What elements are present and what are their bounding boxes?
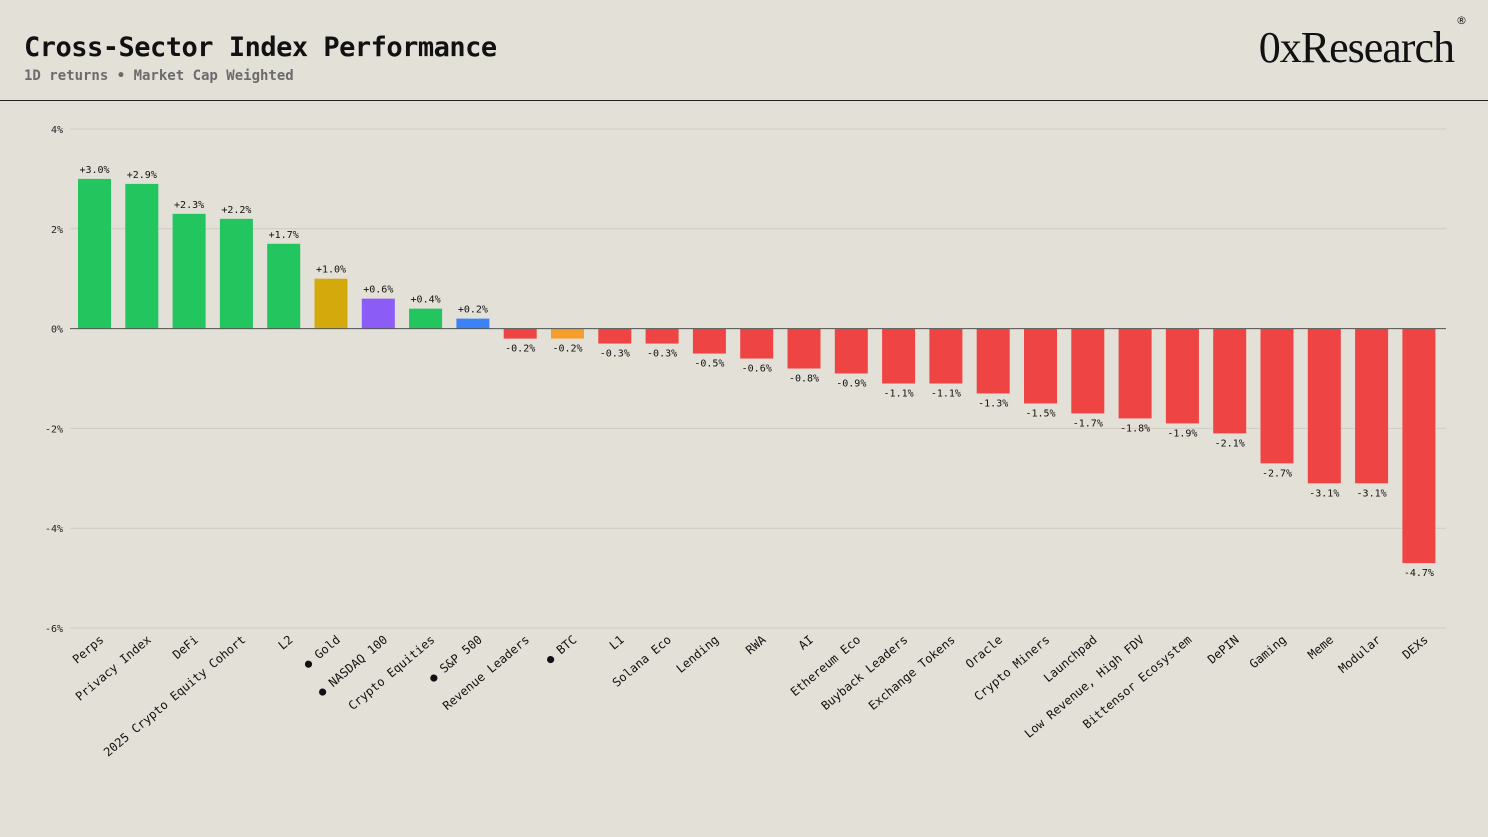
value-label: -3.1% (1309, 488, 1339, 499)
brand-logo: 0xResearch® (1258, 14, 1467, 73)
value-label: +3.0% (79, 165, 109, 176)
value-label: +2.9% (127, 170, 157, 181)
category-label: Perps (70, 633, 107, 667)
y-tick-label: 4% (51, 125, 63, 136)
y-tick-label: 0% (51, 325, 63, 336)
bar (314, 278, 348, 329)
value-label: +0.6% (363, 285, 393, 296)
y-tick-label: -6% (45, 624, 63, 635)
bar (1165, 328, 1199, 424)
bar (267, 243, 301, 329)
category-label: RWA (743, 632, 769, 657)
y-axis-ticks: 4% 2% 0% -2% -4% -6% (45, 125, 63, 635)
value-label: -1.7% (1073, 418, 1103, 429)
value-label: -0.9% (836, 379, 866, 390)
category-label: ● Gold (301, 633, 343, 672)
value-label: -0.3% (647, 349, 677, 360)
category-label: Exchange Tokens (866, 633, 958, 713)
category-label: Crypto Equities (346, 633, 438, 713)
value-label: +2.3% (174, 200, 204, 211)
bar (882, 328, 916, 384)
bar (834, 328, 868, 374)
category-label: Modular (1336, 633, 1384, 676)
category-label: Oracle (963, 633, 1005, 672)
value-label: -3.1% (1357, 488, 1387, 499)
bar (740, 328, 774, 359)
y-tick-label: -4% (45, 524, 63, 535)
value-label: -1.9% (1167, 428, 1197, 439)
value-label: +0.2% (458, 305, 488, 316)
bars (78, 178, 1436, 564)
value-label: -1.5% (1025, 408, 1055, 419)
value-label: -0.3% (600, 349, 630, 360)
bar (787, 328, 821, 369)
category-label: Buyback Leaders (819, 633, 911, 713)
bar (1260, 328, 1294, 464)
value-label: +2.2% (221, 205, 251, 216)
bar (219, 218, 253, 329)
bar (692, 328, 726, 354)
value-label: -2.1% (1215, 438, 1245, 449)
value-label: -0.2% (505, 344, 535, 355)
value-label: -1.1% (931, 388, 961, 399)
registered-mark: ® (1456, 14, 1467, 28)
category-label: DePIN (1205, 633, 1242, 667)
category-label: Revenue Leaders (440, 633, 532, 713)
value-label: -4.7% (1404, 568, 1434, 579)
bar (645, 328, 679, 344)
header-divider (0, 100, 1488, 101)
value-label: -1.8% (1120, 423, 1150, 434)
value-label: -0.8% (789, 374, 819, 385)
bar (1024, 328, 1057, 404)
value-label: -2.7% (1262, 468, 1292, 479)
chart-title: Cross-Sector Index Performance (24, 32, 497, 63)
category-label: Meme (1305, 633, 1336, 662)
bar (125, 183, 159, 329)
bar (409, 308, 443, 329)
bar (361, 298, 395, 329)
bar (551, 328, 584, 339)
category-label: DeFi (170, 633, 201, 662)
category-label: L2 (276, 633, 296, 653)
bar (503, 328, 537, 339)
brand-name: 0xResearch (1258, 23, 1455, 72)
value-label: -0.2% (552, 344, 582, 355)
value-label: +1.7% (269, 230, 299, 241)
bar (1307, 328, 1341, 484)
value-labels: +3.0% +2.9% +2.3% +2.2% +1.7% +1.0% +0.6% +0.4%… (79, 165, 1434, 579)
bar (1402, 328, 1436, 564)
y-tick-label: -2% (45, 424, 63, 435)
value-label: -1.1% (884, 388, 914, 399)
bar (976, 328, 1010, 394)
bar (456, 318, 490, 329)
bar (1355, 328, 1389, 484)
value-label: -1.3% (978, 398, 1008, 409)
category-label: DEXs (1400, 633, 1431, 662)
y-tick-label: 2% (51, 225, 63, 236)
category-label: AI (796, 633, 816, 653)
category-label: L1 (607, 633, 627, 653)
category-label: Lending (674, 633, 722, 676)
bar (1118, 328, 1152, 419)
bar (1071, 328, 1105, 414)
bar (1213, 328, 1247, 434)
bar (929, 328, 963, 384)
bar (172, 213, 206, 329)
value-label: +1.0% (316, 265, 346, 276)
chart-subtitle: 1D returns • Market Cap Weighted (24, 68, 294, 84)
value-label: -0.5% (694, 359, 724, 370)
value-label: -0.6% (742, 364, 772, 375)
value-label: +0.4% (411, 295, 441, 306)
bar (598, 328, 632, 344)
bar (78, 178, 111, 329)
category-label: ● BTC (543, 633, 580, 667)
category-label: Gaming (1247, 633, 1289, 672)
